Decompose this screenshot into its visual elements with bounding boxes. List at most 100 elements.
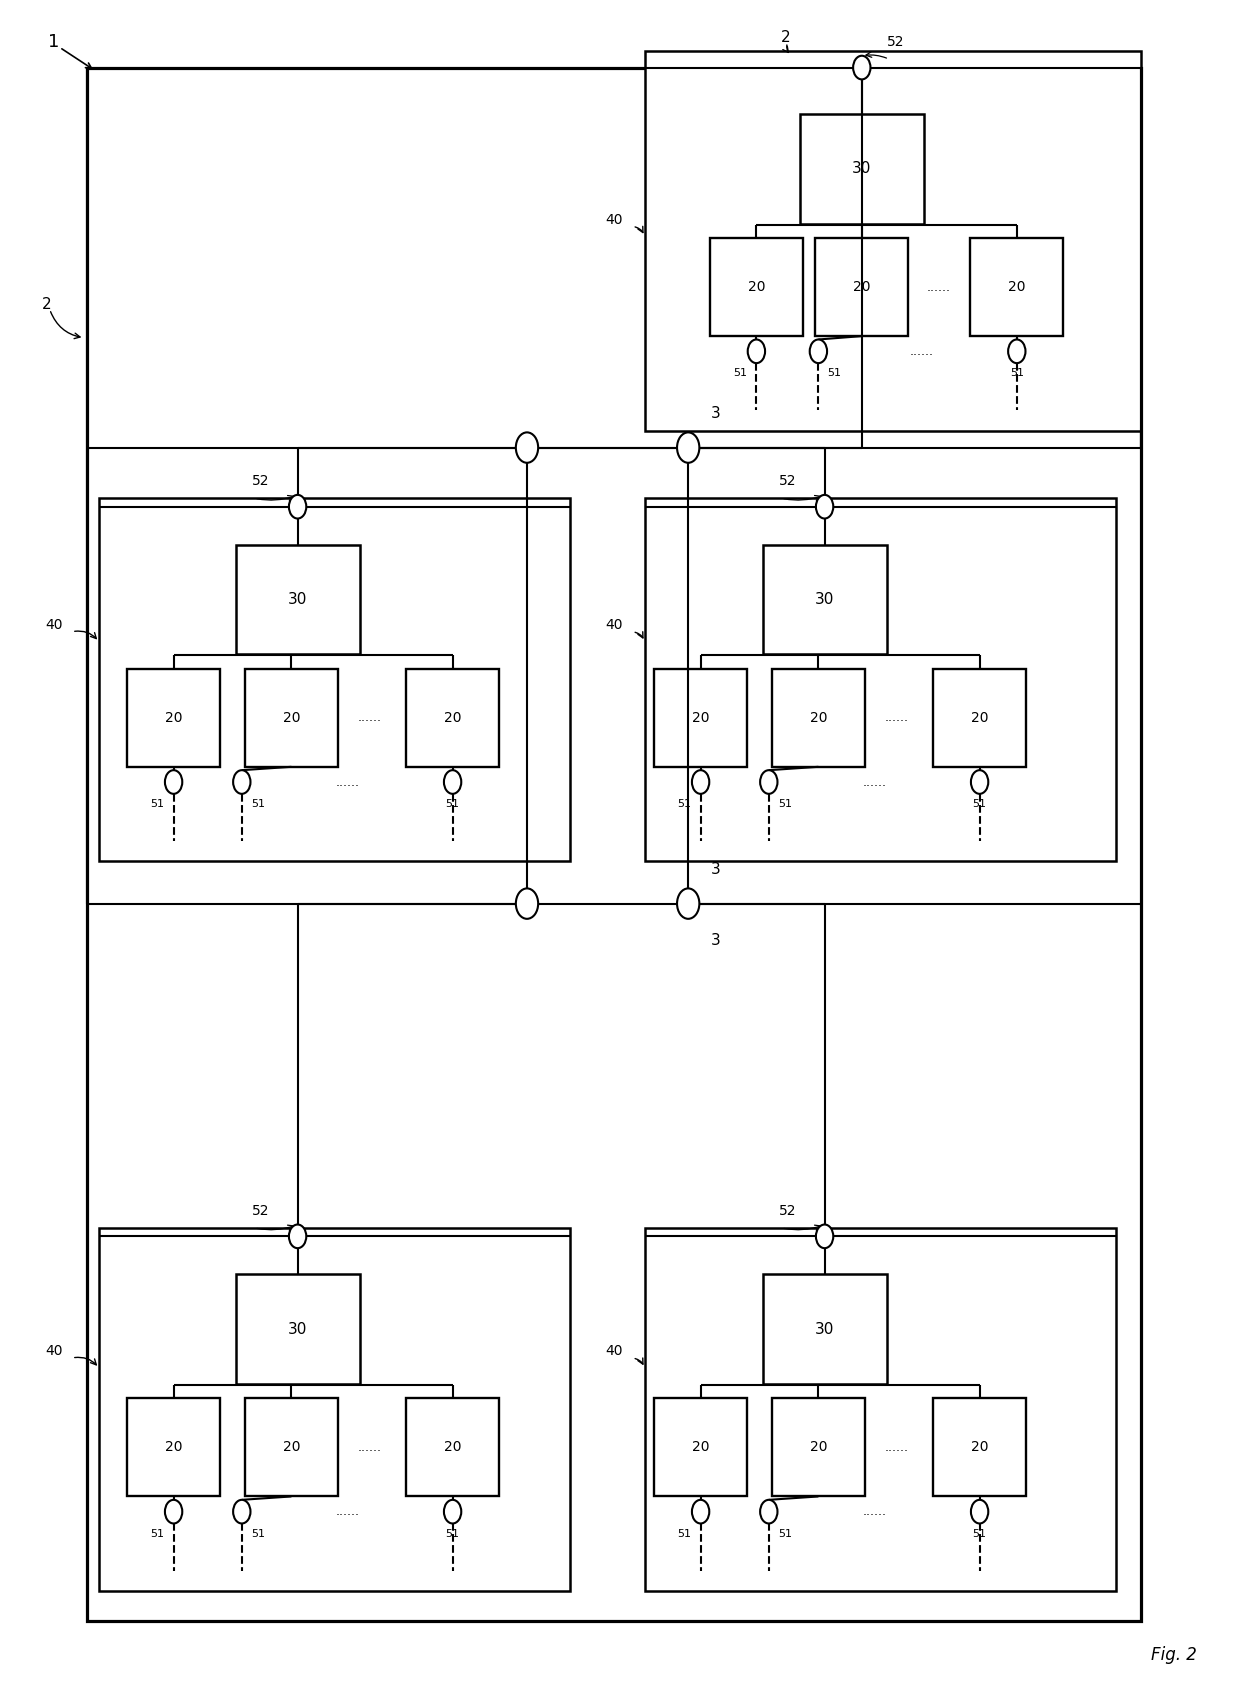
Text: ......: ......: [926, 280, 951, 294]
Text: 2: 2: [781, 30, 791, 44]
Text: ......: ......: [862, 775, 887, 789]
Bar: [236, 546, 360, 655]
Text: 20: 20: [810, 1441, 827, 1454]
Text: 20: 20: [853, 280, 870, 294]
Bar: [128, 1398, 221, 1496]
Bar: [934, 1398, 1025, 1496]
Text: ......: ......: [884, 1441, 909, 1454]
Circle shape: [165, 770, 182, 794]
Circle shape: [748, 339, 765, 363]
Text: 51: 51: [677, 1529, 692, 1539]
Circle shape: [677, 432, 699, 463]
Text: 52: 52: [779, 1204, 796, 1218]
Bar: [763, 1275, 887, 1385]
Circle shape: [816, 495, 833, 519]
Text: 20: 20: [692, 1441, 709, 1454]
Bar: [645, 51, 1141, 431]
Text: 51: 51: [1009, 368, 1024, 378]
Text: 51: 51: [972, 1529, 987, 1539]
Text: 51: 51: [250, 799, 265, 809]
Bar: [407, 669, 498, 767]
Circle shape: [233, 1500, 250, 1523]
Text: 51: 51: [777, 1529, 792, 1539]
Circle shape: [971, 770, 988, 794]
Bar: [771, 1398, 866, 1496]
Text: ......: ......: [884, 711, 909, 725]
Text: 51: 51: [150, 1529, 165, 1539]
Circle shape: [165, 1500, 182, 1523]
Text: 51: 51: [827, 368, 842, 378]
Text: 3: 3: [711, 407, 720, 421]
Bar: [407, 1398, 498, 1496]
Bar: [800, 115, 924, 225]
Circle shape: [677, 888, 699, 919]
Bar: [244, 669, 337, 767]
Circle shape: [760, 770, 777, 794]
Text: 40: 40: [605, 1344, 622, 1358]
Text: 20: 20: [444, 1441, 461, 1454]
Text: ......: ......: [335, 775, 360, 789]
Text: 52: 52: [887, 35, 904, 49]
Text: 30: 30: [852, 162, 872, 176]
Circle shape: [692, 770, 709, 794]
Text: 20: 20: [748, 280, 765, 294]
Text: ......: ......: [335, 1505, 360, 1518]
Circle shape: [1008, 339, 1025, 363]
Text: 20: 20: [283, 711, 300, 725]
Text: 30: 30: [815, 1322, 835, 1336]
Text: 30: 30: [815, 593, 835, 606]
Bar: [709, 238, 802, 336]
Text: 30: 30: [288, 593, 308, 606]
Bar: [970, 238, 1063, 336]
Circle shape: [971, 1500, 988, 1523]
Text: ......: ......: [357, 1441, 382, 1454]
Bar: [99, 1228, 570, 1591]
Text: ......: ......: [862, 1505, 887, 1518]
Text: 51: 51: [445, 1529, 460, 1539]
Circle shape: [233, 770, 250, 794]
Circle shape: [289, 1225, 306, 1248]
Text: 3: 3: [711, 863, 720, 877]
Text: 40: 40: [605, 618, 622, 632]
Text: 20: 20: [810, 711, 827, 725]
Text: 20: 20: [444, 711, 461, 725]
Text: 51: 51: [677, 799, 692, 809]
Text: Fig. 2: Fig. 2: [1151, 1647, 1197, 1664]
Text: 51: 51: [972, 799, 987, 809]
Text: 52: 52: [252, 475, 269, 488]
Text: 51: 51: [777, 799, 792, 809]
Text: 40: 40: [605, 213, 622, 226]
Text: 51: 51: [150, 799, 165, 809]
Text: 20: 20: [971, 711, 988, 725]
Text: 20: 20: [165, 711, 182, 725]
Bar: [87, 68, 1141, 1621]
Text: 52: 52: [252, 1204, 269, 1218]
Bar: [244, 1398, 337, 1496]
Text: 1: 1: [47, 34, 60, 51]
Text: 51: 51: [250, 1529, 265, 1539]
Text: 20: 20: [971, 1441, 988, 1454]
Bar: [816, 238, 908, 336]
Circle shape: [692, 1500, 709, 1523]
Bar: [655, 669, 746, 767]
Text: 51: 51: [445, 799, 460, 809]
Bar: [771, 669, 866, 767]
Bar: [655, 1398, 746, 1496]
Text: 3: 3: [711, 934, 720, 948]
Text: 30: 30: [288, 1322, 308, 1336]
Bar: [645, 1228, 1116, 1591]
Text: 40: 40: [46, 618, 63, 632]
Circle shape: [816, 1225, 833, 1248]
Text: 20: 20: [283, 1441, 300, 1454]
Bar: [128, 669, 221, 767]
Circle shape: [289, 495, 306, 519]
Text: 20: 20: [692, 711, 709, 725]
Bar: [645, 498, 1116, 861]
Text: 52: 52: [779, 475, 796, 488]
Circle shape: [516, 432, 538, 463]
Text: 20: 20: [165, 1441, 182, 1454]
Circle shape: [444, 770, 461, 794]
Circle shape: [444, 1500, 461, 1523]
Text: 20: 20: [1008, 280, 1025, 294]
Text: ......: ......: [357, 711, 382, 725]
